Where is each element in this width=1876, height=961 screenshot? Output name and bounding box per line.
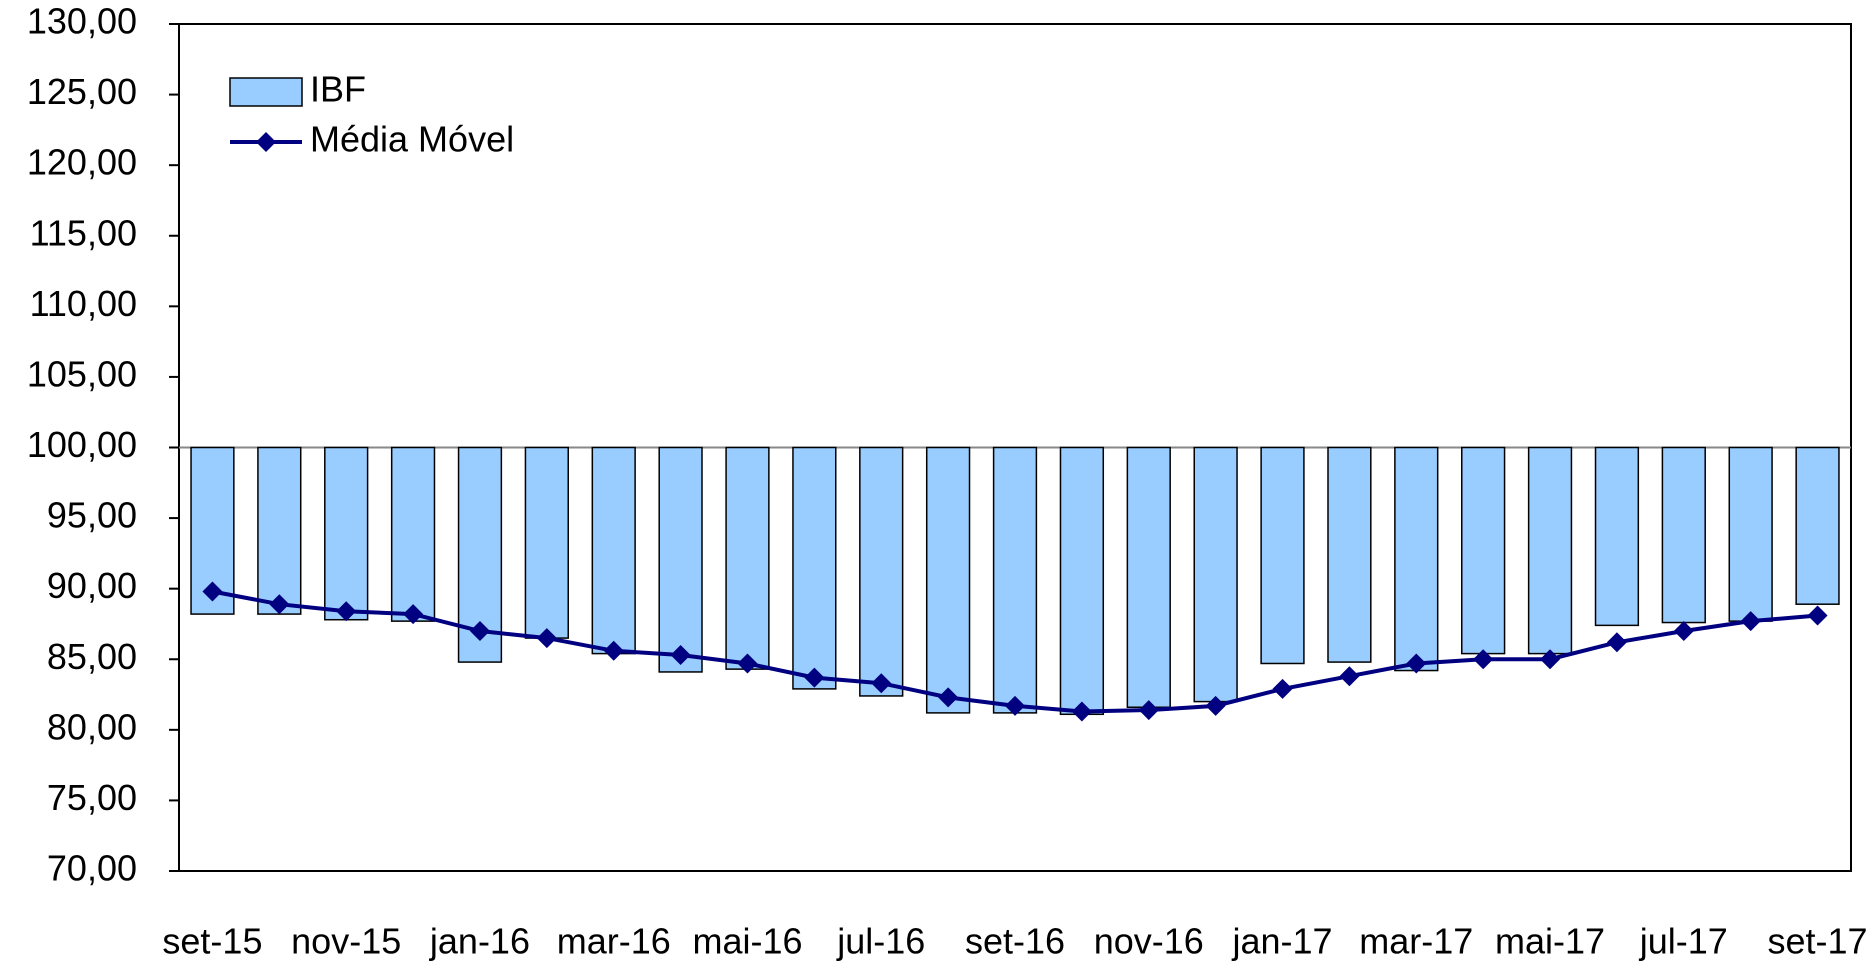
marker [1205, 695, 1226, 716]
bar [1394, 446, 1439, 672]
x-tick-label: nov-16 [1094, 921, 1204, 961]
bar [1327, 446, 1372, 663]
legend-marker [256, 132, 276, 152]
y-tick-label: 80,00 [47, 706, 137, 747]
marker [1473, 649, 1494, 670]
y-tick-label: 85,00 [47, 636, 137, 677]
bar [591, 446, 636, 655]
y-tick-label: 115,00 [30, 212, 137, 253]
x-tick-label: set-16 [965, 921, 1065, 961]
x-tick-label: mar-17 [1359, 921, 1473, 961]
marker [804, 667, 825, 688]
marker [737, 653, 758, 674]
marker [269, 594, 290, 615]
legend-swatch [229, 77, 303, 107]
marker [603, 640, 624, 661]
x-tick-label: set-17 [1768, 921, 1868, 961]
bar [725, 446, 770, 670]
y-tick-label: 130,00 [27, 1, 137, 42]
marker [336, 601, 357, 622]
bar [925, 446, 971, 714]
bar [658, 446, 703, 673]
bar [1728, 446, 1773, 622]
bar [1527, 446, 1573, 655]
marker [469, 621, 490, 642]
legend-label: Média Móvel [310, 119, 514, 160]
x-tick-label: jan-17 [1231, 921, 1332, 961]
x-tick-label: jul-17 [1639, 921, 1728, 961]
marker [871, 673, 892, 694]
marker [1807, 605, 1828, 626]
bar [1126, 446, 1171, 708]
marker [1740, 611, 1761, 632]
bar [792, 446, 837, 690]
marker [1540, 649, 1561, 670]
y-tick-label: 100,00 [27, 424, 137, 465]
bar [257, 446, 302, 615]
marker [1673, 621, 1694, 642]
y-tick-label: 110,00 [30, 283, 137, 324]
marker [1138, 700, 1159, 721]
bar [992, 446, 1038, 714]
bar [1594, 446, 1640, 627]
x-tick-label: jan-16 [429, 921, 530, 961]
bar [1461, 446, 1506, 655]
marker [1339, 666, 1360, 687]
marker [938, 687, 959, 708]
x-tick-label: mai-16 [692, 921, 802, 961]
marker [1406, 653, 1427, 674]
bar [1059, 446, 1105, 716]
marker [403, 604, 424, 625]
bar [1260, 446, 1305, 665]
y-tick-label: 95,00 [47, 495, 137, 536]
bar [1795, 446, 1840, 605]
bar [1661, 446, 1706, 624]
marker [1606, 632, 1627, 653]
y-tick-label: 120,00 [27, 142, 137, 183]
bar [1193, 446, 1238, 703]
x-tick-label: jul-16 [836, 921, 925, 961]
marker [670, 645, 691, 666]
y-tick-label: 75,00 [47, 777, 137, 818]
legend-label: IBF [310, 69, 366, 110]
y-tick-label: 90,00 [47, 565, 137, 606]
marker [202, 581, 223, 602]
bar [324, 446, 369, 621]
y-tick-label: 70,00 [47, 848, 137, 889]
x-tick-label: set-15 [162, 921, 262, 961]
y-tick-label: 105,00 [27, 353, 137, 394]
bar [524, 446, 569, 639]
marker [536, 628, 557, 649]
x-tick-label: mar-16 [557, 921, 671, 961]
x-tick-label: nov-15 [291, 921, 401, 961]
marker [1005, 695, 1025, 716]
marker [1272, 678, 1293, 699]
bar [859, 446, 904, 697]
x-tick-label: mai-17 [1495, 921, 1605, 961]
bar [390, 446, 436, 622]
y-tick-label: 125,00 [27, 71, 137, 112]
marker [1071, 701, 1092, 722]
